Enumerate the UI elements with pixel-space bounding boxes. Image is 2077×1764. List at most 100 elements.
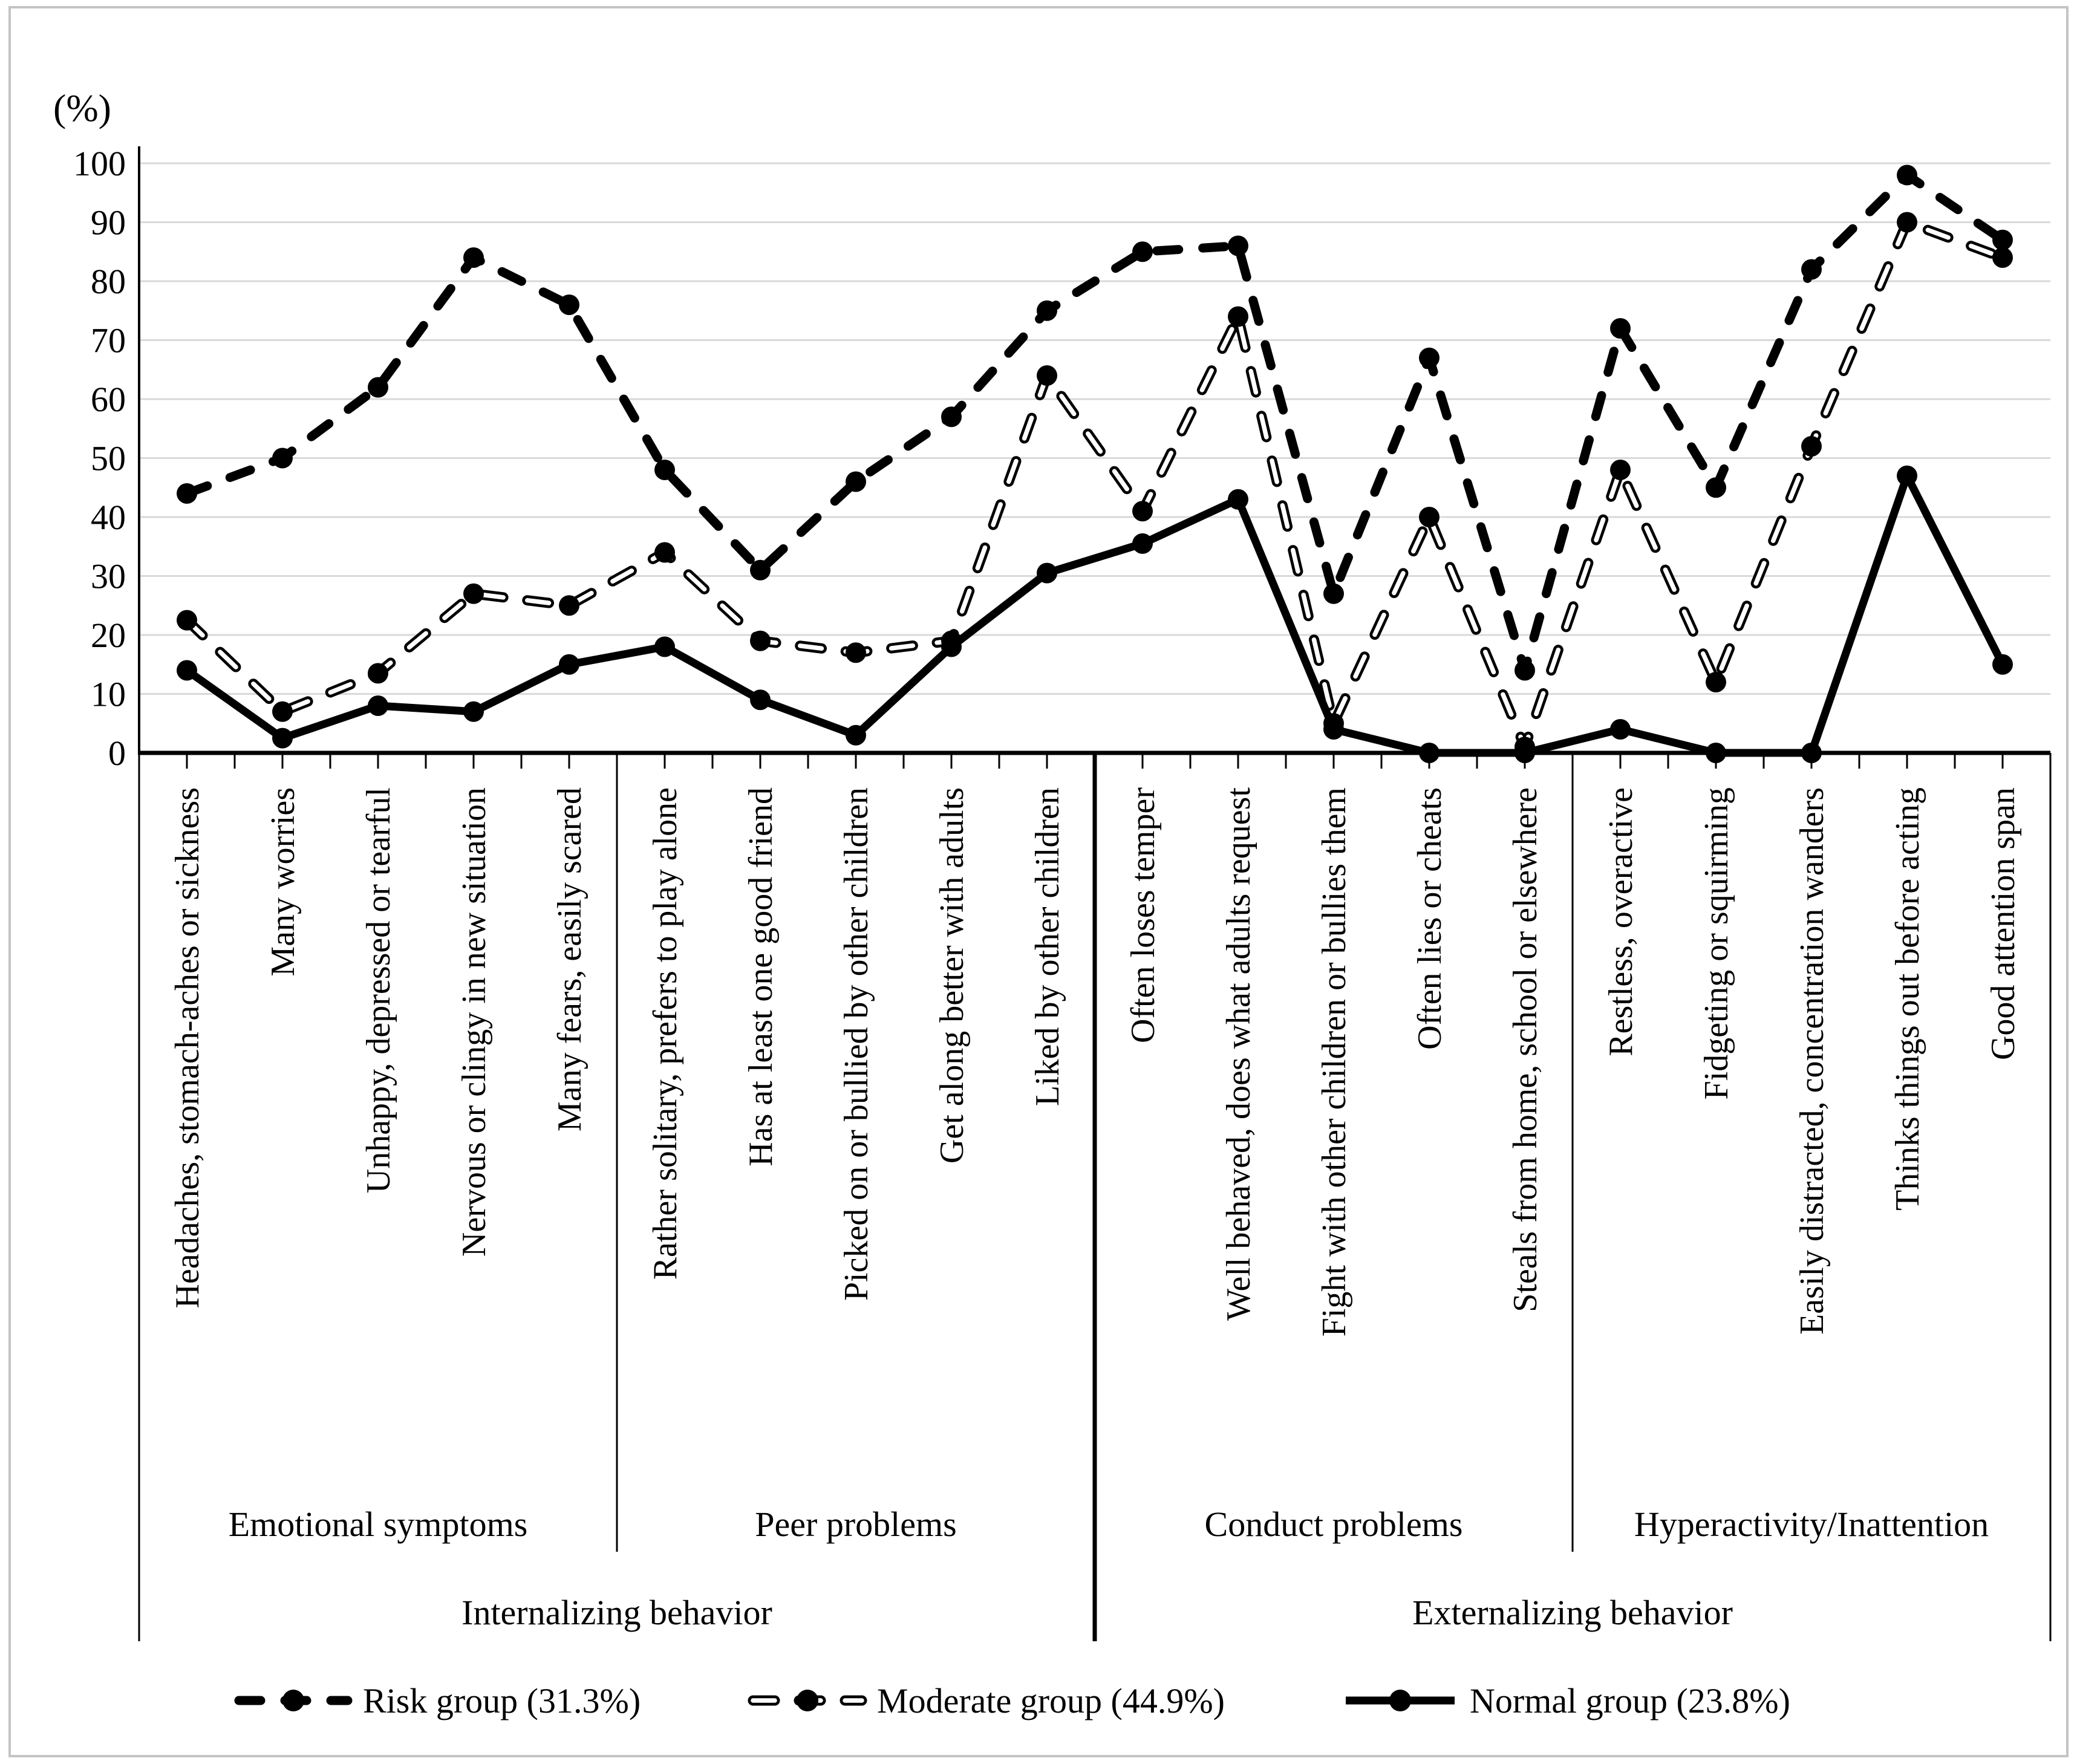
data-point [272,701,293,722]
group-label: Conduct problems [1205,1505,1463,1544]
category-label: Many worries [264,787,302,977]
figure-border [8,6,2069,1757]
data-point [1992,654,2013,675]
data-point [1323,583,1344,604]
group-label: Hyperactivity/Inattention [1634,1505,1989,1544]
data-point [368,377,388,398]
category-label: Liked by other children [1029,787,1066,1106]
data-point [1801,743,1822,763]
category-label: Well behaved, does what adults request [1220,787,1257,1321]
category-label: Often lies or cheats [1411,787,1449,1050]
category-label: Often loses temper [1124,787,1162,1043]
data-point [272,448,293,469]
y-tick-label: 0 [108,734,126,773]
series-line-risk-group [182,171,2007,675]
category-labels: Headaches, stomach-aches or sickness Many… [169,787,2022,1337]
y-tick-label: 40 [91,498,126,537]
y-tick-label: 100 [73,144,126,183]
data-point [177,610,197,631]
category-label: Steals from home, school or elsewhere [1507,787,1544,1312]
data-point [1610,318,1631,339]
group-label: Externalizing behavior [1412,1593,1733,1632]
data-point [1228,235,1248,256]
series-line-normal-group [184,472,2006,757]
data-point [1897,164,1917,186]
data-point [559,654,579,675]
y-tick-label: 10 [91,675,126,714]
data-point [1037,365,1057,386]
legend-marker [1389,1690,1411,1711]
data-point [1228,489,1248,510]
series-lines [177,164,2013,763]
y-tick-label: 70 [91,321,126,360]
series-markers [177,465,2013,763]
data-point [654,542,675,563]
category-label: Fight with other children or bullies the… [1316,787,1353,1336]
legend-marker [797,1690,818,1711]
data-point [368,663,388,684]
data-point [1132,501,1153,522]
subscale-labels: Emotional symptoms Peer problems Conduct p… [229,1505,1989,1544]
category-label: Get along better with adults [933,787,971,1164]
data-point [463,247,484,268]
data-point [1706,743,1726,763]
data-point [1419,347,1440,368]
data-point [177,660,197,681]
legend: Risk group (31.3%) Moderate group (44.9%)… [234,1681,1790,1720]
data-point [1419,743,1440,763]
behavior-domain-labels: Internalizing behavior Externalizing beha… [461,1593,1733,1632]
legend-marker [282,1690,304,1711]
data-point [1515,743,1535,763]
data-point [1515,660,1535,681]
legend-label: Risk group (31.3%) [363,1681,641,1720]
category-label: Easily distracted, concentration wanders [1793,787,1831,1335]
gridlines [139,162,2050,695]
legend-item-moderate: Moderate group (44.9%) [748,1681,1225,1720]
data-point [559,295,579,315]
data-point [654,636,675,657]
category-label: Thinks things out before acting [1889,787,1926,1211]
data-point [1132,533,1153,554]
data-point [941,636,962,657]
legend-item-normal: Normal group (23.8%) [1346,1681,1790,1720]
series-line-moderate-group-fill [184,220,2005,749]
legend-label: Normal group (23.8%) [1470,1681,1790,1720]
data-point [1897,465,1917,486]
y-tick-label: 60 [91,380,126,419]
category-label: Rather solitary, prefers to play alone [647,787,684,1280]
y-axis-unit-label: (%) [53,86,111,129]
data-point [368,695,388,716]
data-point [559,595,579,616]
data-point [1992,229,2013,250]
data-point [941,406,962,428]
data-point [750,689,771,711]
data-point [1992,247,2013,268]
data-point [1801,259,1822,280]
category-label: Unhappy, depressed or tearful [360,787,397,1193]
series-markers [177,164,2013,681]
data-point [177,483,197,504]
data-point [1323,719,1344,740]
data-point [750,630,771,651]
y-tick-label: 80 [91,262,126,301]
data-point [1897,212,1917,233]
legend-item-risk: Risk group (31.3%) [234,1681,641,1720]
data-point [1419,507,1440,527]
category-label: Nervous or clingy in new situation [455,787,493,1257]
data-point [1228,306,1248,327]
data-point [272,727,293,749]
data-point [846,471,866,492]
category-label: Headaches, stomach-aches or sickness [169,787,206,1308]
data-point [654,460,675,480]
group-label: Internalizing behavior [461,1593,772,1632]
legend-label: Moderate group (44.9%) [877,1681,1225,1720]
category-label: Fidgeting or squirming [1698,787,1735,1099]
data-point [463,701,484,722]
data-point [1037,562,1057,584]
y-tick-label: 90 [91,203,126,242]
data-point [1706,477,1726,498]
data-point [750,559,771,581]
